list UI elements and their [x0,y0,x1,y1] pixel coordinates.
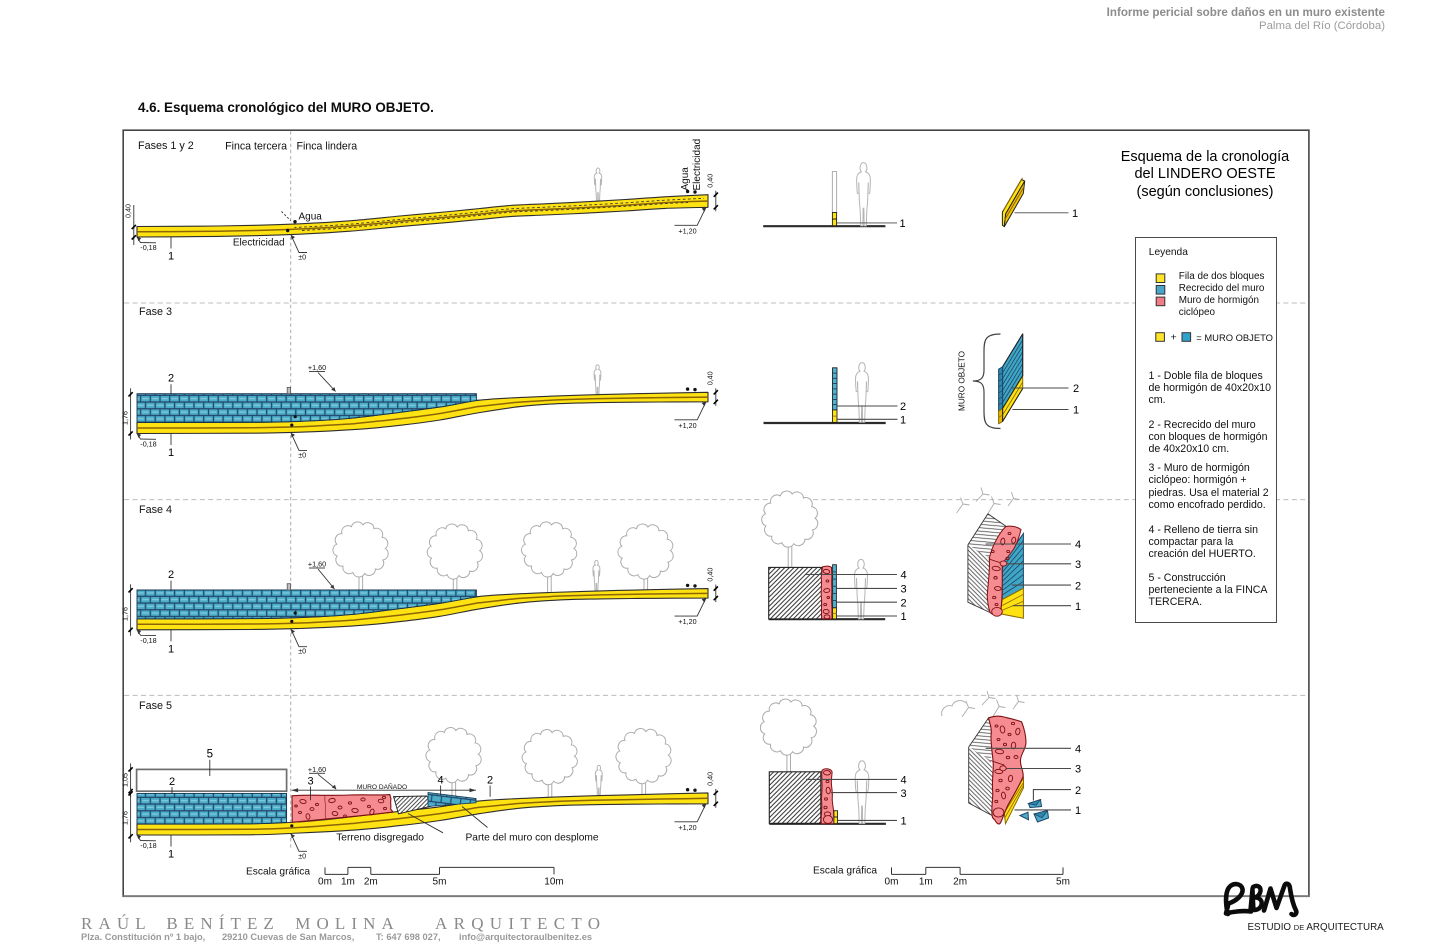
svg-text:+1,60: +1,60 [308,765,326,774]
svg-text:Agua: Agua [299,212,323,223]
svg-text:ESTUDIO DE ARQUITECTURA: ESTUDIO DE ARQUITECTURA [1248,922,1385,933]
svg-text:-0,18: -0,18 [140,636,156,645]
svg-text:1: 1 [900,816,906,828]
svg-text:= MURO OBJETO: = MURO OBJETO [1196,332,1273,343]
svg-text:Fases 1 y 2: Fases 1 y 2 [138,140,194,152]
svg-text:0,40: 0,40 [705,568,714,582]
svg-text:4: 4 [900,570,906,582]
svg-text:1: 1 [168,251,174,263]
svg-text:0,40: 0,40 [705,174,714,188]
svg-text:+1,20: +1,20 [678,421,696,430]
svg-text:-0,18: -0,18 [140,841,156,850]
svg-text:+1,60: +1,60 [308,560,326,569]
svg-text:±0: ±0 [298,851,306,860]
svg-text:±0: ±0 [298,450,306,459]
svg-text:1: 1 [900,415,906,427]
svg-text:2: 2 [1075,580,1081,592]
svg-text:Fase 4: Fase 4 [139,504,172,516]
svg-text:+1,20: +1,20 [678,823,696,832]
svg-text:5m: 5m [1056,877,1070,888]
svg-text:1: 1 [1073,405,1079,417]
svg-text:1,76: 1,76 [120,607,129,621]
svg-text:4: 4 [1075,744,1081,756]
svg-text:0,40: 0,40 [705,772,714,786]
svg-text:MURO OBJETO: MURO OBJETO [958,351,967,411]
svg-text:0m: 0m [885,877,899,888]
svg-text:Finca tercera: Finca tercera [225,141,287,153]
svg-text:-0,18: -0,18 [140,243,156,252]
svg-text:3: 3 [900,584,906,596]
svg-text:±0: ±0 [298,647,306,656]
svg-text:±0: ±0 [298,253,306,262]
svg-text:1: 1 [168,643,174,655]
svg-text:0,40: 0,40 [705,371,714,385]
svg-text:5m: 5m [433,877,447,888]
svg-text:Parte del muro con desplome: Parte del muro con desplome [466,832,599,843]
svg-text:+1,60: +1,60 [308,363,326,372]
svg-text:1: 1 [168,849,174,861]
svg-text:2: 2 [1073,383,1079,395]
svg-text:Agua: Agua [680,167,691,191]
svg-text:4: 4 [1075,539,1081,551]
svg-text:+1,20: +1,20 [678,617,696,626]
svg-text:+1,20: +1,20 [678,226,696,235]
svg-text:1: 1 [1072,208,1078,220]
svg-text:5: 5 [207,749,213,761]
svg-text:1: 1 [1075,601,1081,613]
svg-text:1: 1 [899,218,905,230]
svg-text:4: 4 [438,774,444,786]
svg-text:10m: 10m [544,877,563,888]
svg-text:2: 2 [168,373,174,385]
svg-text:2: 2 [169,776,175,788]
svg-text:Electricidad: Electricidad [692,139,703,191]
svg-text:3: 3 [900,788,906,800]
svg-text:-0,18: -0,18 [140,440,156,449]
svg-text:Fase 3: Fase 3 [139,306,172,318]
svg-text:1: 1 [900,611,906,623]
svg-text:0m: 0m [318,877,332,888]
svg-text:MURO DAÑADO: MURO DAÑADO [357,782,407,791]
svg-text:Escala gráfica: Escala gráfica [813,866,877,877]
svg-text:1: 1 [1075,805,1081,817]
svg-text:2: 2 [168,569,174,581]
svg-text:+: + [1171,332,1177,344]
svg-text:1m: 1m [919,877,933,888]
svg-text:3: 3 [1075,764,1081,776]
svg-text:Finca lindera: Finca lindera [297,141,358,153]
svg-text:1: 1 [168,447,174,459]
svg-text:2m: 2m [364,877,378,888]
svg-text:0,40: 0,40 [123,204,132,218]
svg-text:Fase 5: Fase 5 [139,700,172,712]
svg-text:1,05: 1,05 [120,773,129,787]
svg-text:Terreno disgregado: Terreno disgregado [336,832,424,843]
svg-text:2: 2 [900,597,906,609]
svg-text:1m: 1m [341,877,355,888]
svg-text:1,76: 1,76 [120,811,129,825]
svg-text:1,76: 1,76 [120,411,129,425]
svg-text:3: 3 [1075,559,1081,571]
svg-text:2m: 2m [953,877,967,888]
svg-text:3: 3 [307,775,313,787]
svg-text:4: 4 [900,775,906,787]
svg-text:Electricidad: Electricidad [233,238,285,249]
svg-text:2: 2 [900,401,906,413]
svg-text:2: 2 [487,774,493,786]
svg-text:Escala gráfica: Escala gráfica [246,867,310,878]
svg-text:2: 2 [1075,785,1081,797]
